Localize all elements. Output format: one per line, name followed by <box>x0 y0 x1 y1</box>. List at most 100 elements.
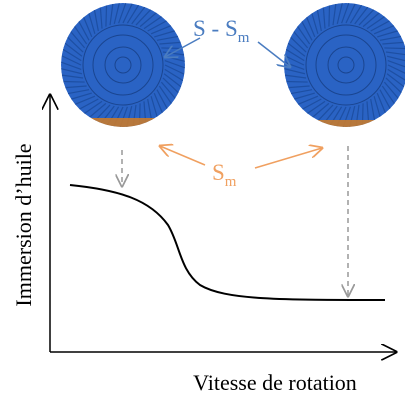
label-subscript: m <box>238 30 250 46</box>
gear-part <box>61 74 84 79</box>
gear-part <box>93 9 99 32</box>
gear-part <box>65 85 87 89</box>
gear-part <box>322 7 326 29</box>
gear-part <box>286 80 308 83</box>
gear-part <box>385 77 402 94</box>
gear-part <box>150 25 172 35</box>
gear-part <box>104 46 142 84</box>
arrow <box>165 37 201 57</box>
label-text: S - S <box>193 16 238 41</box>
gear-part <box>118 3 127 24</box>
gear-part <box>379 89 391 109</box>
label: S - Sm <box>193 16 250 46</box>
gear-part <box>382 41 404 45</box>
gear-part <box>131 6 146 25</box>
gear-part <box>290 89 313 95</box>
gear-part <box>61 3 185 127</box>
gear-part <box>287 42 306 57</box>
gear-part <box>61 3 185 127</box>
gear-part <box>143 16 163 30</box>
gear-part <box>362 12 380 28</box>
arrow <box>254 148 322 169</box>
gear-part <box>358 9 375 26</box>
gear-part <box>328 5 331 27</box>
gear-part <box>366 16 386 30</box>
gear-part <box>387 64 405 75</box>
gear-part <box>105 5 108 27</box>
gear-part <box>139 12 157 28</box>
gear-part <box>156 35 179 41</box>
gear-part <box>383 81 399 99</box>
gear-part <box>153 92 163 114</box>
gear-part <box>164 68 184 82</box>
gear-part <box>61 61 82 70</box>
label-subscript: m <box>225 174 237 190</box>
gear-part <box>67 36 84 53</box>
gear-part <box>293 31 309 49</box>
gear-part <box>62 48 82 62</box>
gear-part <box>386 73 405 88</box>
gear-part <box>316 9 322 32</box>
gear-part <box>306 100 326 114</box>
gear-part <box>386 55 405 62</box>
gear-part <box>285 48 305 62</box>
arrow <box>160 146 206 166</box>
gear-part <box>349 4 363 24</box>
gear-part <box>158 85 172 105</box>
gear-part <box>376 92 386 114</box>
gear-part <box>354 6 369 25</box>
gear-part <box>301 21 313 41</box>
curve <box>69 184 386 301</box>
gear-part <box>154 30 175 38</box>
gear-part <box>302 98 322 110</box>
gears <box>61 3 405 127</box>
label-text: S <box>212 160 225 185</box>
gear-part <box>114 56 132 74</box>
gear-part <box>327 46 365 84</box>
gear-part <box>79 98 99 110</box>
gear-part <box>92 34 154 96</box>
y-axis-label: Immersion d’huile <box>11 143 36 306</box>
gear-part <box>332 3 337 26</box>
gear-part <box>341 3 350 24</box>
gear-part <box>284 3 405 127</box>
gear-part <box>384 47 405 50</box>
gear-part <box>312 102 330 118</box>
gear-part <box>147 20 167 32</box>
gear-part <box>122 3 133 24</box>
gear-part <box>370 20 390 32</box>
arrow <box>257 41 290 67</box>
gear-part <box>67 89 90 95</box>
gear-part <box>381 85 395 105</box>
gear-part <box>297 25 311 45</box>
gear-part <box>317 104 334 121</box>
gear-part <box>305 24 387 106</box>
gear-part <box>126 4 140 24</box>
gear-part <box>373 25 395 35</box>
x-axis-label: Vitesse de rotation <box>193 370 357 394</box>
gear-part <box>164 64 185 75</box>
gear-part <box>290 36 307 53</box>
gear-part <box>306 16 316 38</box>
gear-part <box>385 51 405 56</box>
gear-part <box>64 42 83 57</box>
gear-part <box>297 95 319 105</box>
gear-part <box>70 31 86 49</box>
gear-part <box>294 92 315 100</box>
gear-part <box>78 21 90 41</box>
gear-part <box>377 30 398 38</box>
gear-part <box>336 3 343 25</box>
gear-part <box>284 74 307 79</box>
gear-part <box>373 96 381 117</box>
gear-part <box>82 24 164 106</box>
label: Sm <box>212 160 237 190</box>
gear-part <box>99 7 103 29</box>
gear-part <box>366 101 370 123</box>
gear-part <box>370 98 376 121</box>
gear-part <box>61 68 83 75</box>
gear-part <box>379 35 402 41</box>
gear-part <box>63 80 85 83</box>
gear-part <box>284 68 306 75</box>
